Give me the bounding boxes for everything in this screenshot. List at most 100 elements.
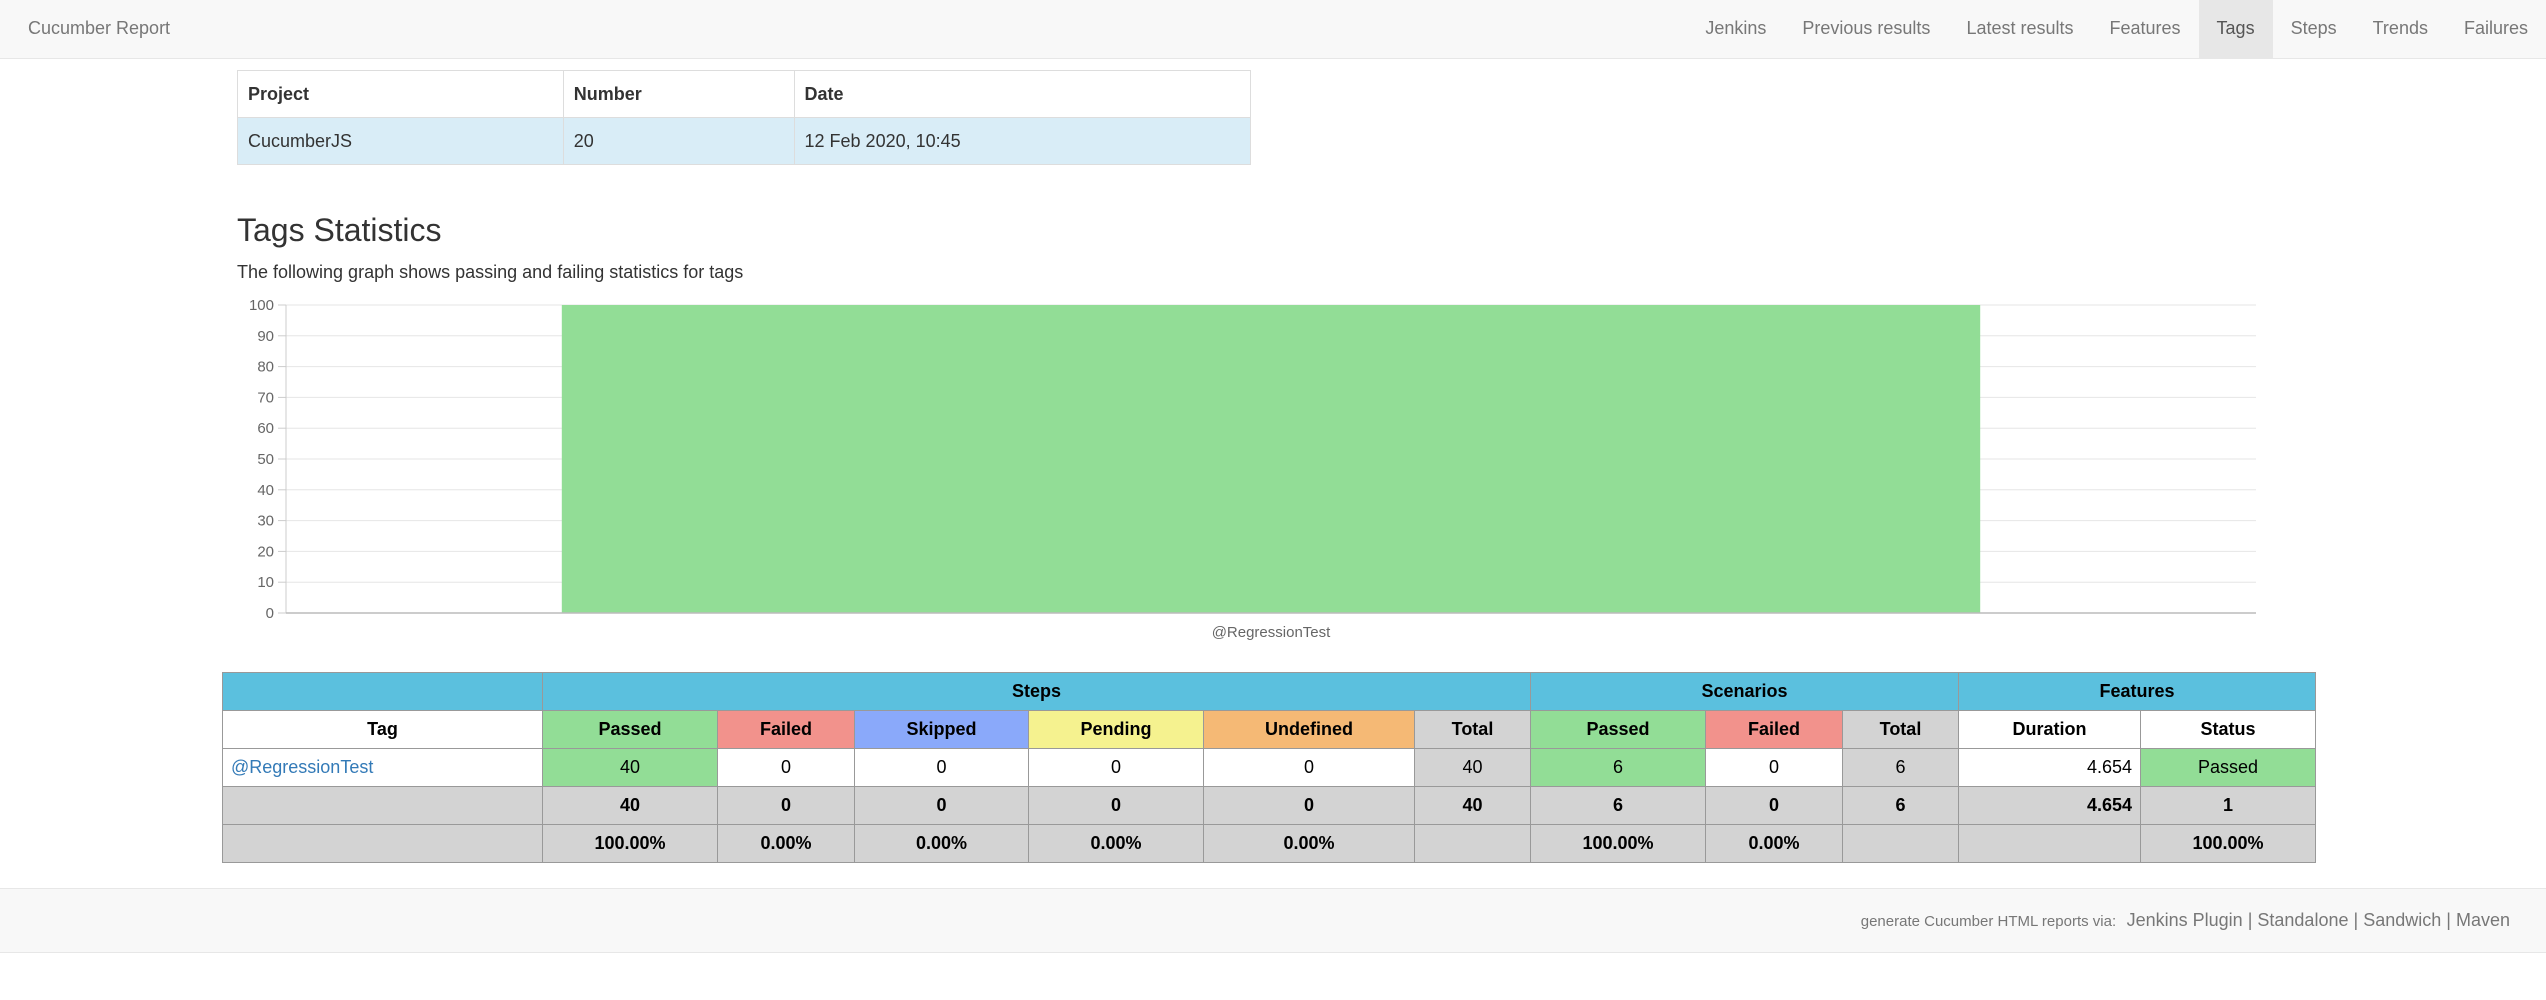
tags-bar-chart: 0 10 20 30 40 50 60 70 80 90 100 @RegressionTest [249, 297, 2256, 641]
nav-item-latest-results[interactable]: Latest results [1966, 18, 2074, 38]
nav-item-trends[interactable]: Trends [2372, 18, 2428, 38]
footer-link-sandwich[interactable]: Sandwich [2363, 910, 2442, 930]
total-steps-undefined: 0 [1203, 786, 1415, 825]
steps-pending-value: 0 [1028, 748, 1204, 787]
bar [561, 305, 1981, 613]
nav-item-jenkins[interactable]: Jenkins [1705, 18, 1767, 38]
report-header-project: Project [237, 70, 564, 118]
table-row: @RegressionTest 40 0 0 0 0 40 6 0 6 4.65… [222, 748, 2316, 787]
total-steps-total: 40 [1414, 786, 1531, 825]
col-header-steps-total[interactable]: Total [1414, 710, 1531, 749]
footer-content: generate Cucumber HTML reports via: Jenk… [1861, 889, 2510, 953]
y-tick-label: 80 [257, 359, 274, 376]
total-steps-passed: 40 [542, 786, 718, 825]
steps-passed-value: 40 [542, 748, 718, 787]
col-header-scenarios-total[interactable]: Total [1842, 710, 1959, 749]
nav-menu: Jenkins Previous results Latest results … [1687, 0, 2546, 58]
percent-steps-failed: 0.00% [717, 824, 855, 863]
percent-duration [1958, 824, 2141, 863]
page-title: Tags Statistics [237, 212, 442, 248]
col-header-status[interactable]: Status [2140, 710, 2316, 749]
col-header-steps-passed[interactable]: Passed [542, 710, 718, 749]
x-tick-label: @RegressionTest [1212, 624, 1331, 641]
totals-label-cell [222, 786, 543, 825]
y-tick-label: 70 [257, 389, 274, 406]
header-group-scenarios: Scenarios [1530, 672, 1959, 711]
y-tick-label: 10 [257, 574, 274, 591]
col-header-duration[interactable]: Duration [1958, 710, 2141, 749]
footer-separator: | [2353, 910, 2359, 930]
duration-value: 4.654 [1958, 748, 2141, 787]
total-status: 1 [2140, 786, 2316, 825]
totals-row: 40 0 0 0 0 40 6 0 6 4.654 1 [222, 786, 2316, 825]
footer-link-jenkins-plugin[interactable]: Jenkins Plugin [2126, 910, 2243, 930]
report-header-number: Number [562, 70, 795, 118]
col-header-scenarios-failed[interactable]: Failed [1705, 710, 1843, 749]
nav-item-previous-results[interactable]: Previous results [1802, 18, 1931, 38]
steps-undefined-value: 0 [1203, 748, 1415, 787]
col-header-steps-undefined[interactable]: Undefined [1203, 710, 1415, 749]
col-header-steps-pending[interactable]: Pending [1028, 710, 1204, 749]
footer: generate Cucumber HTML reports via: Jenk… [0, 888, 2546, 953]
y-tick-label: 50 [257, 451, 274, 468]
brand-title[interactable]: Cucumber Report [28, 18, 171, 38]
section-description: The following graph shows passing and fa… [237, 262, 744, 282]
percentages-row: 100.00% 0.00% 0.00% 0.00% 0.00% 100.00% … [222, 824, 2316, 863]
percent-scenarios-total [1842, 824, 1959, 863]
footer-separator: | [2446, 910, 2451, 930]
steps-total-value: 40 [1414, 748, 1531, 787]
nav-item-features[interactable]: Features [2109, 18, 2181, 38]
percent-scenarios-passed: 100.00% [1530, 824, 1706, 863]
col-header-steps-failed[interactable]: Failed [717, 710, 855, 749]
col-header-tag[interactable]: Tag [222, 710, 543, 749]
percent-steps-pending: 0.00% [1028, 824, 1204, 863]
total-scenarios-failed: 0 [1705, 786, 1843, 825]
percent-steps-passed: 100.00% [542, 824, 718, 863]
total-steps-pending: 0 [1028, 786, 1204, 825]
nav-item-failures[interactable]: Failures [2463, 18, 2528, 38]
status-value: Passed [2140, 748, 2316, 787]
total-scenarios-total: 6 [1842, 786, 1959, 825]
y-tick-label: 60 [257, 420, 274, 437]
col-header-scenarios-passed[interactable]: Passed [1530, 710, 1706, 749]
total-steps-failed: 0 [717, 786, 855, 825]
report-header-date: Date [793, 70, 1252, 118]
scenarios-total-value: 6 [1842, 748, 1959, 787]
report-date-value: 12 Feb 2020, 10:45 [793, 117, 1252, 165]
steps-skipped-value: 0 [854, 748, 1029, 787]
footer-text: generate Cucumber HTML reports via: [1860, 913, 2117, 930]
y-tick-label: 100 [249, 297, 274, 314]
y-tick-label: 90 [257, 328, 274, 345]
percent-steps-total [1414, 824, 1531, 863]
percent-status: 100.00% [2140, 824, 2316, 863]
footer-separator: | [2247, 910, 2253, 930]
report-info-table: Project Number Date CucumberJS 20 12 Feb… [237, 70, 1252, 165]
y-tick-label: 40 [257, 482, 274, 499]
total-duration: 4.654 [1958, 786, 2141, 825]
tag-cell: @RegressionTest [222, 748, 543, 787]
footer-link-standalone[interactable]: Standalone [2257, 910, 2349, 930]
scenarios-failed-value: 0 [1705, 748, 1843, 787]
y-tick-label: 20 [257, 543, 274, 560]
footer-link-maven[interactable]: Maven [2455, 910, 2510, 930]
steps-failed-value: 0 [717, 748, 855, 787]
scenarios-passed-value: 6 [1530, 748, 1706, 787]
navbar: Cucumber Report Jenkins Previous results… [0, 0, 2546, 59]
header-group-empty [222, 672, 543, 711]
header-group-features: Features [1958, 672, 2316, 711]
percent-steps-undefined: 0.00% [1203, 824, 1415, 863]
total-scenarios-passed: 6 [1530, 786, 1706, 825]
tag-link[interactable]: @RegressionTest [231, 757, 374, 777]
col-header-steps-skipped[interactable]: Skipped [854, 710, 1029, 749]
report-project-value: CucumberJS [237, 117, 564, 165]
total-steps-skipped: 0 [854, 786, 1029, 825]
nav-item-tags[interactable]: Tags [2198, 0, 2273, 58]
nav-item-steps[interactable]: Steps [2290, 18, 2337, 38]
percent-scenarios-failed: 0.00% [1705, 824, 1843, 863]
percent-label-cell [222, 824, 543, 863]
percent-steps-skipped: 0.00% [854, 824, 1029, 863]
y-tick-label: 0 [266, 605, 274, 622]
footer-links: Jenkins Plugin | Standalone | Sandwich |… [2127, 910, 2510, 930]
header-group-steps: Steps [542, 672, 1531, 711]
report-number-value: 20 [562, 117, 795, 165]
